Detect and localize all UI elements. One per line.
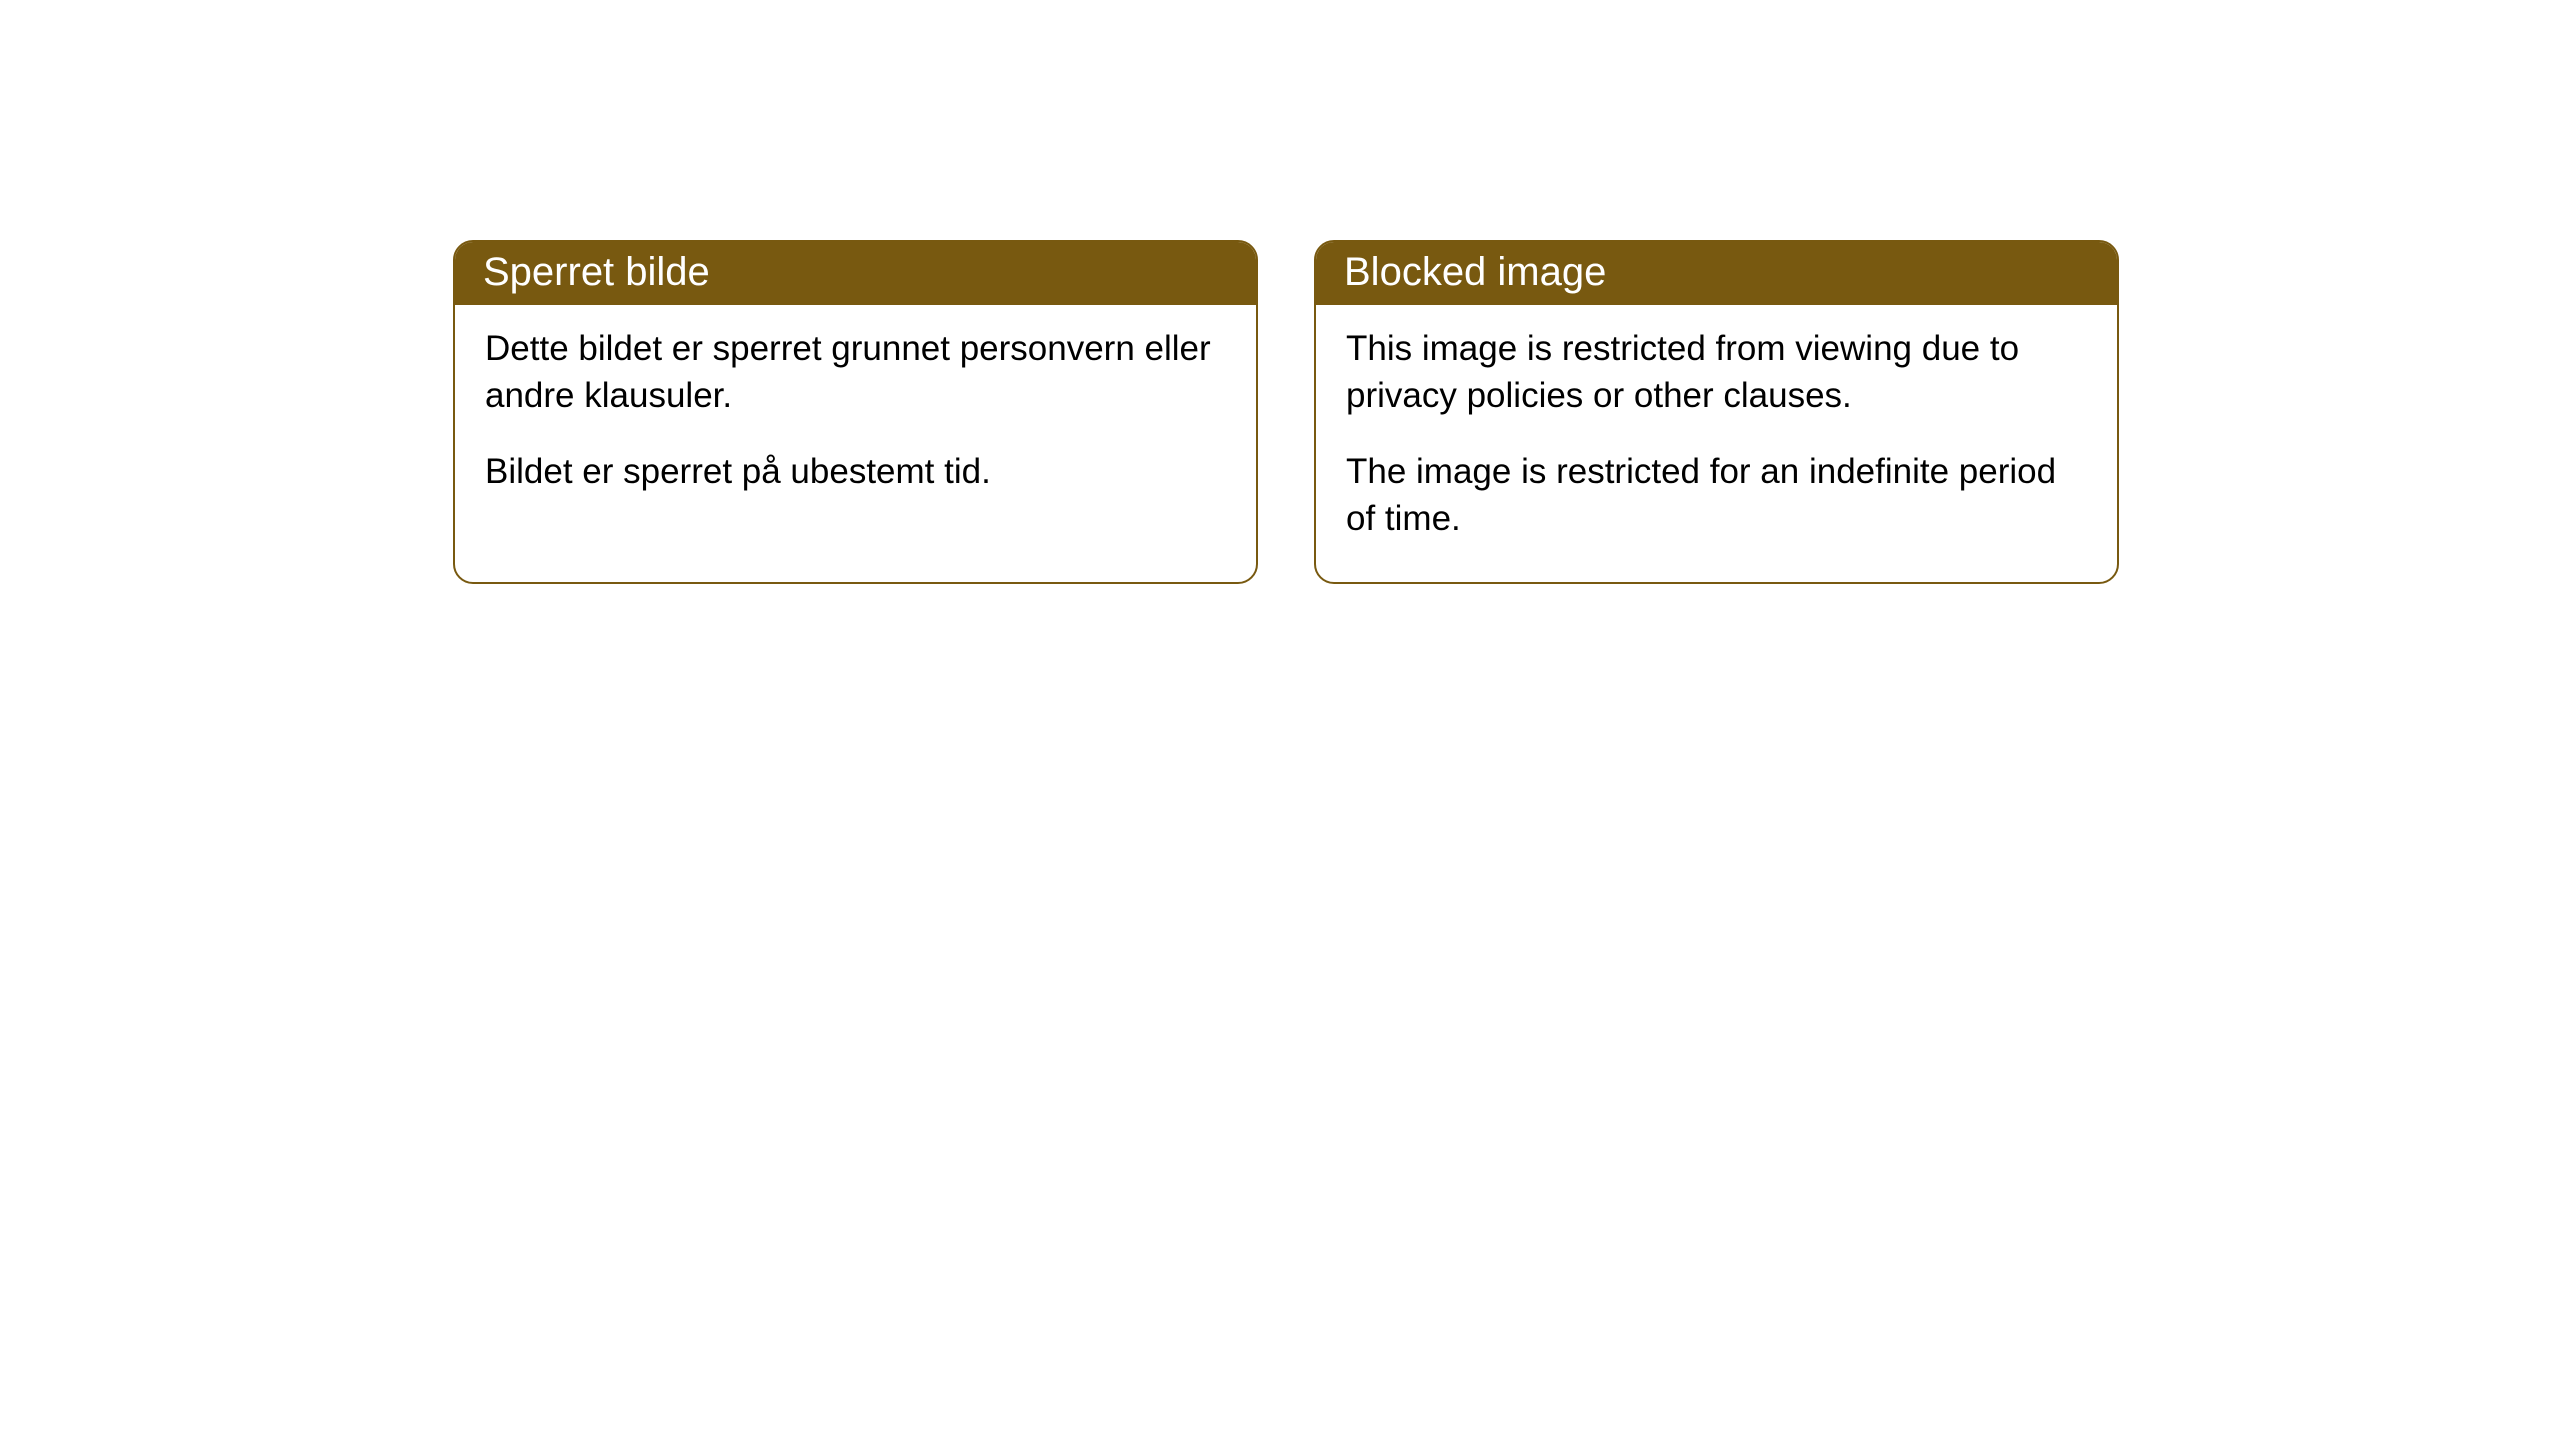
card-paragraph: This image is restricted from viewing du… xyxy=(1346,325,2087,420)
card-body: Dette bildet er sperret grunnet personve… xyxy=(455,305,1256,535)
notice-cards-container: Sperret bilde Dette bildet er sperret gr… xyxy=(453,240,2560,584)
card-paragraph: Bildet er sperret på ubestemt tid. xyxy=(485,448,1226,495)
card-paragraph: The image is restricted for an indefinit… xyxy=(1346,448,2087,543)
card-body: This image is restricted from viewing du… xyxy=(1316,305,2117,582)
card-paragraph: Dette bildet er sperret grunnet personve… xyxy=(485,325,1226,420)
notice-card-english: Blocked image This image is restricted f… xyxy=(1314,240,2119,584)
card-title: Sperret bilde xyxy=(455,242,1256,305)
notice-card-norwegian: Sperret bilde Dette bildet er sperret gr… xyxy=(453,240,1258,584)
card-title: Blocked image xyxy=(1316,242,2117,305)
